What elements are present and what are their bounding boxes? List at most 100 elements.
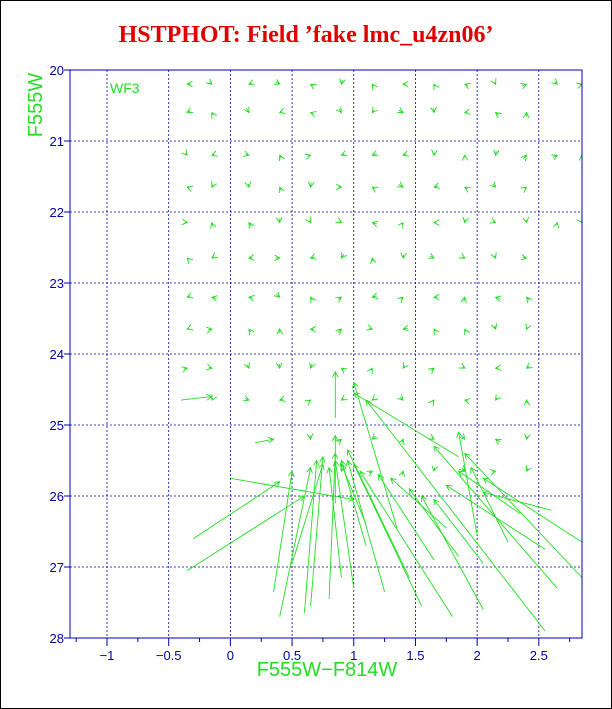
long-vector bbox=[193, 481, 281, 539]
small-vector bbox=[463, 83, 471, 90]
small-vector bbox=[243, 362, 250, 370]
small-vector bbox=[495, 394, 502, 401]
long-vector bbox=[390, 477, 447, 529]
long-vector bbox=[352, 463, 423, 607]
small-vector bbox=[576, 82, 582, 89]
small-vector bbox=[211, 394, 218, 401]
small-vector bbox=[371, 186, 379, 193]
y-tick-label: 24 bbox=[50, 347, 64, 362]
small-vector bbox=[463, 108, 471, 115]
small-vector bbox=[210, 221, 217, 229]
small-vector bbox=[339, 78, 346, 86]
small-vector bbox=[371, 292, 379, 300]
small-vector bbox=[181, 366, 189, 373]
grid-layer bbox=[70, 70, 582, 638]
small-vector bbox=[522, 111, 530, 119]
x-tick-label: −0.5 bbox=[156, 648, 182, 663]
small-vector bbox=[248, 221, 255, 229]
small-vector bbox=[206, 326, 213, 334]
small-vector bbox=[494, 438, 502, 445]
small-vector bbox=[305, 216, 312, 224]
x-tick-label: 0.5 bbox=[283, 648, 301, 663]
small-vector bbox=[307, 181, 315, 189]
data-layer bbox=[180, 78, 582, 632]
long-vector bbox=[328, 452, 339, 599]
small-vector bbox=[309, 253, 317, 260]
small-vector bbox=[489, 469, 497, 476]
small-vector bbox=[278, 107, 286, 114]
small-vector bbox=[428, 399, 435, 407]
small-vector bbox=[275, 216, 283, 224]
small-vector bbox=[181, 149, 188, 156]
x-axis-label: F555W−F814W bbox=[257, 659, 398, 681]
small-vector bbox=[464, 186, 471, 193]
small-vector bbox=[186, 107, 194, 114]
small-vector bbox=[402, 362, 409, 369]
long-vector bbox=[310, 455, 326, 607]
long-vector bbox=[255, 436, 275, 444]
long-vector bbox=[377, 473, 435, 561]
small-vector bbox=[431, 465, 439, 473]
long-vector bbox=[464, 452, 582, 578]
small-vector bbox=[461, 154, 469, 161]
small-vector bbox=[304, 399, 312, 406]
small-vector bbox=[242, 150, 250, 157]
small-vector bbox=[489, 217, 497, 224]
small-vector bbox=[458, 252, 466, 259]
long-vector bbox=[365, 399, 546, 632]
x-tick-label: 1 bbox=[350, 648, 357, 663]
y-tick-label: 27 bbox=[50, 560, 64, 575]
small-vector bbox=[243, 106, 250, 114]
small-vector bbox=[366, 324, 374, 331]
small-vector bbox=[340, 367, 348, 374]
long-vector bbox=[291, 463, 325, 564]
small-vector bbox=[276, 328, 283, 335]
y-axis-label: F555W bbox=[25, 73, 47, 138]
small-vector bbox=[460, 296, 467, 304]
small-vector bbox=[526, 465, 532, 472]
small-vector bbox=[210, 295, 218, 302]
small-vector bbox=[304, 153, 312, 160]
small-vector bbox=[186, 185, 194, 192]
small-vector bbox=[464, 328, 470, 336]
small-vector bbox=[211, 252, 218, 259]
small-vector bbox=[525, 323, 532, 330]
small-vector bbox=[335, 217, 343, 224]
long-vector bbox=[332, 459, 355, 589]
small-vector bbox=[306, 433, 314, 441]
small-vector bbox=[273, 291, 281, 298]
small-vector bbox=[431, 149, 438, 157]
small-vector bbox=[525, 362, 533, 369]
small-vector bbox=[551, 154, 559, 161]
long-vector bbox=[273, 470, 295, 592]
small-vector bbox=[186, 324, 194, 331]
x-tick-label: 2 bbox=[474, 648, 481, 663]
small-vector bbox=[398, 438, 405, 446]
small-vector bbox=[248, 79, 255, 86]
small-vector bbox=[402, 324, 410, 332]
y-tick-label: 22 bbox=[50, 205, 64, 220]
chart-title: HSTPHOT: Field ’fake lmc_u4zn06’ bbox=[118, 22, 494, 48]
small-vector bbox=[309, 362, 316, 370]
small-vector bbox=[309, 325, 317, 333]
small-vector bbox=[494, 295, 502, 302]
y-tick-label: 21 bbox=[50, 134, 64, 149]
small-vector bbox=[340, 252, 347, 259]
chip-label: WF3 bbox=[110, 80, 140, 96]
small-vector bbox=[494, 112, 502, 119]
small-vector bbox=[525, 296, 533, 304]
long-vector bbox=[457, 470, 521, 515]
small-vector bbox=[186, 257, 194, 265]
small-vector bbox=[462, 216, 469, 224]
long-vector bbox=[339, 459, 367, 546]
small-vector bbox=[242, 395, 250, 402]
long-vector bbox=[482, 477, 582, 543]
small-vector bbox=[520, 154, 528, 162]
small-vector bbox=[371, 83, 378, 91]
small-vector bbox=[400, 252, 407, 260]
x-tick-label: 1.5 bbox=[406, 648, 424, 663]
long-vector bbox=[180, 393, 213, 401]
small-vector bbox=[427, 252, 435, 259]
small-vector bbox=[552, 221, 560, 229]
